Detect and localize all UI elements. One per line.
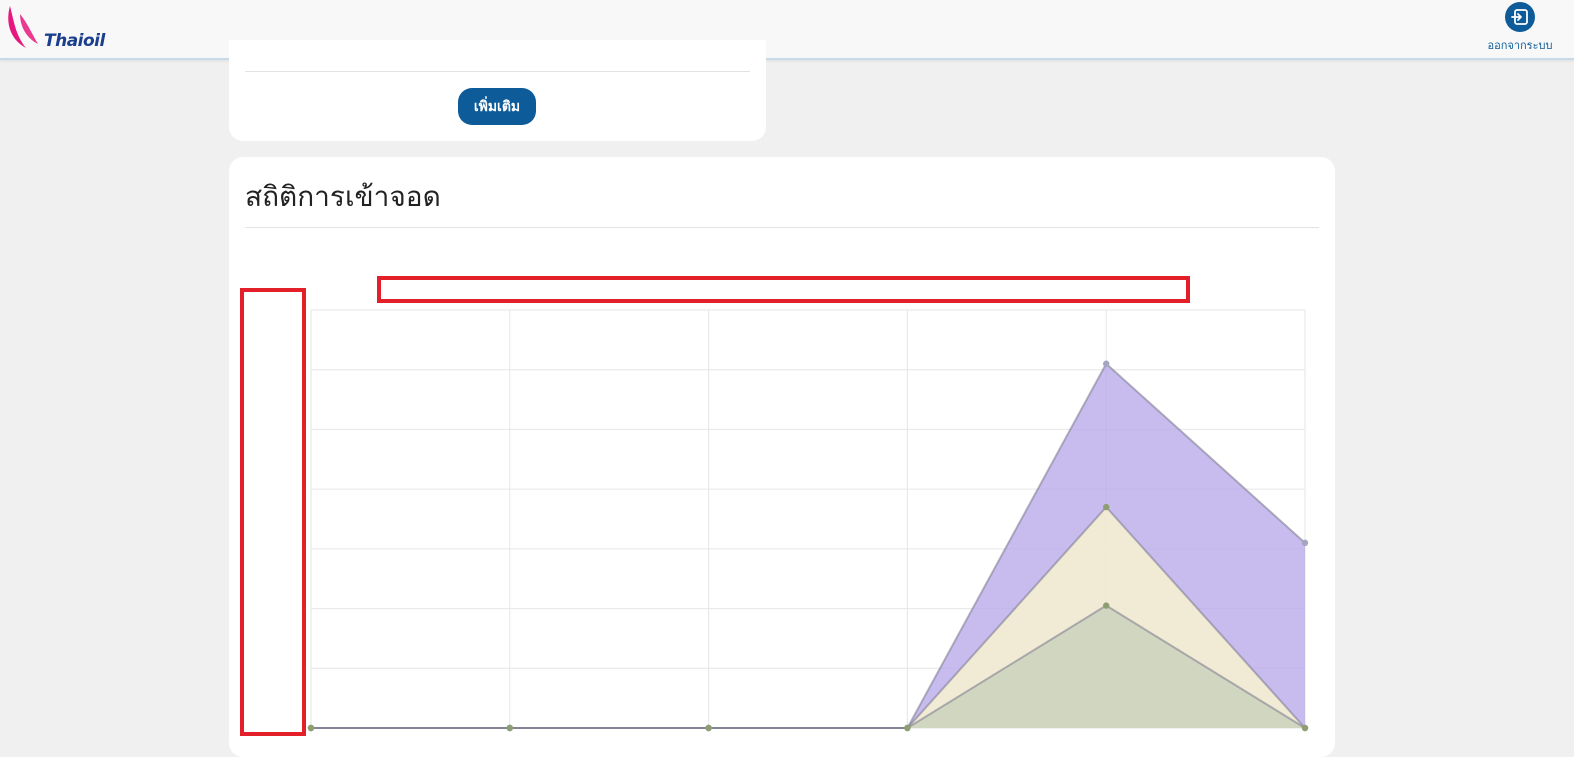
series-2-point	[506, 724, 513, 732]
logout-icon	[1505, 2, 1535, 32]
series-2-point	[307, 724, 315, 732]
thaioil-logo[interactable]: Thaioil	[6, 4, 116, 54]
divider	[245, 227, 1319, 228]
series-2-area	[311, 605, 1305, 728]
series-1-point	[1103, 503, 1110, 511]
logo-text: Thaioil	[44, 31, 105, 51]
series-0-point	[1301, 539, 1309, 547]
top-card: เพิ่มเติม	[229, 40, 766, 141]
series-2-line	[311, 604, 1306, 729]
more-button[interactable]: เพิ่มเติม	[458, 88, 536, 125]
stats-title: สถิติการเข้าจอด	[245, 180, 441, 213]
chart-title-highlight	[377, 276, 1190, 303]
series-0-point	[1103, 360, 1110, 367]
parking-stats-chart	[240, 276, 1309, 736]
logo-wing-icon	[8, 6, 38, 48]
series-2-point	[705, 724, 712, 732]
divider	[245, 71, 750, 72]
series-2-point	[1103, 602, 1110, 609]
parking-stats-card: สถิติการเข้าจอด	[229, 157, 1335, 757]
series-2-point	[904, 724, 911, 732]
series-2-point	[1301, 724, 1309, 732]
logout-label: ออกจากระบบ	[1487, 39, 1553, 52]
logout-button[interactable]: ออกจากระบบ	[1484, 2, 1556, 54]
y-axis-highlight	[240, 288, 306, 736]
